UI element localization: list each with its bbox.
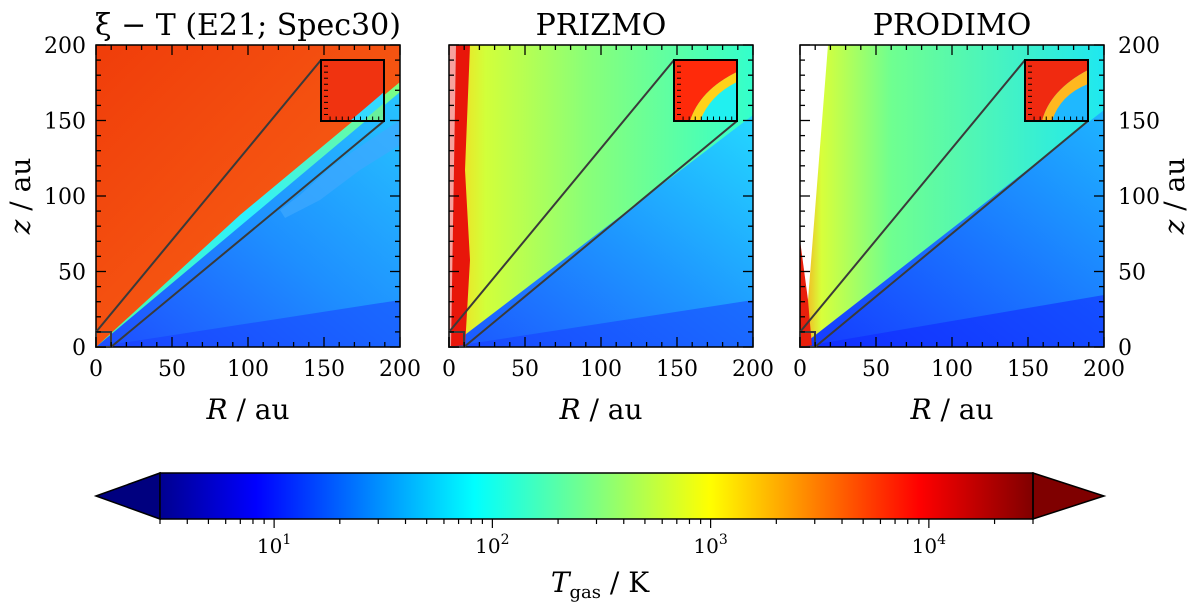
panel-3-inset [1024,59,1089,122]
colorbar-ticks: 101 102 103 104 [159,519,1034,558]
y-axis-label-var: z [4,219,37,235]
y-axis-label-unit: / au [4,158,37,220]
panel-1-title: ξ − T (E21; Spec30) [95,8,401,43]
x-tick-label: 100 [227,357,269,382]
x-tick-label: 100 [931,357,973,382]
y-tick-label: 50 [1118,261,1146,286]
colorbar-tick-exp: 1 [282,532,291,548]
x-axis-label: R / au [205,393,289,426]
colorbar-extend-low [93,471,161,521]
x-axis-label-unit: / au [932,393,994,426]
colorbar-tick-exp: 3 [719,532,728,548]
panel-xi-t [95,44,401,348]
colorbar-tick-exp: 4 [937,532,946,548]
x-tick-label: 50 [158,357,186,382]
panel-1-step-feature [280,120,400,218]
colorbar-tick-label: 104 [912,532,946,558]
panel-2-axes: PRIZMO 0 50 100 150 200 R / au [442,8,774,426]
panel-1-zoom-line-upper [95,59,322,333]
colorbar: 101 102 103 104 Tgas / K [93,471,1107,603]
colorbar-extend-high [1032,471,1107,521]
colorbar-gradient [160,473,1033,519]
y-tick-label: 150 [44,110,86,135]
panel-3-zoom-line-upper [799,59,1026,333]
x-tick-label: 150 [656,357,698,382]
y-tick-label: 150 [1118,110,1160,135]
y-tick-label: 100 [44,185,86,210]
x-tick-label: 200 [379,357,421,382]
x-axis-label-var: R [558,393,580,426]
colorbar-tick-exp: 2 [501,532,510,548]
y-axis-label: z / au [4,158,37,236]
colorbar-label-unit: / K [601,566,650,599]
panel-prizmo [448,44,754,348]
panel-1-axes: ξ − T (E21; Spec30) 0 50 100 150 200 0 50 100 150… [4,8,421,426]
y-tick-label: 0 [1118,336,1132,361]
y-axis-label: z / au [1158,158,1191,236]
panel-2-zoom-line-lower [463,120,738,348]
x-tick-label: 150 [1007,357,1049,382]
x-tick-label: 150 [303,357,345,382]
x-axis-label-unit: / au [581,393,643,426]
panel-1-inset [320,59,385,122]
y-tick-label: 200 [44,34,86,59]
x-axis-label-unit: / au [228,393,290,426]
x-tick-label: 0 [793,357,807,382]
axes-layer: ξ − T (E21; Spec30)0 50 100 150 200050100150… [4,8,1191,426]
x-tick-label: 0 [89,357,103,382]
colorbar-tick-label: 103 [693,532,727,558]
x-tick-label: 200 [1083,357,1125,382]
panel-2-zoom-line-upper [448,59,675,333]
panel-1-midplane [96,300,400,347]
y-tick-label: 0 [72,336,86,361]
x-axis-label: R / au [909,393,993,426]
panel-3-disk-region [800,110,1104,347]
panel-2-inset [673,59,738,122]
panel-2-title: PRIZMO [536,8,667,43]
y-tick-label: 100 [1118,185,1160,210]
colorbar-tick-label: 101 [257,532,291,558]
x-tick-label: 200 [732,357,774,382]
y-axis-label-var: z [1158,219,1191,235]
colorbar-tick-base: 10 [257,534,282,558]
panel-prodimo [799,44,1105,348]
colorbar-label: Tgas / K [551,566,650,603]
panel-1-zoom-line-lower [110,120,385,348]
x-tick-label: 50 [862,357,890,382]
panel-2-disk-region [449,115,753,347]
x-tick-label: 50 [511,357,539,382]
panel-1-disk-region [96,92,400,347]
panel-3-zoom-line-lower [814,120,1089,348]
x-axis-label: R / au [558,393,642,426]
colorbar-tick-base: 10 [693,534,718,558]
colorbar-tick-base: 10 [475,534,500,558]
x-axis-label-var: R [205,393,227,426]
x-axis-label-var: R [909,393,931,426]
colorbar-tick-base: 10 [912,534,937,558]
y-tick-label: 50 [58,261,86,286]
colorbar-label-sub: gas [570,582,602,603]
x-tick-label: 100 [580,357,622,382]
panel-3-title: PRODIMO [873,8,1032,43]
y-axis-label-unit: / au [1158,158,1191,220]
y-tick-label: 200 [1118,34,1160,59]
colorbar-tick-label: 102 [475,532,509,558]
colorbar-label-var: T [551,566,572,599]
x-tick-label: 0 [442,357,456,382]
